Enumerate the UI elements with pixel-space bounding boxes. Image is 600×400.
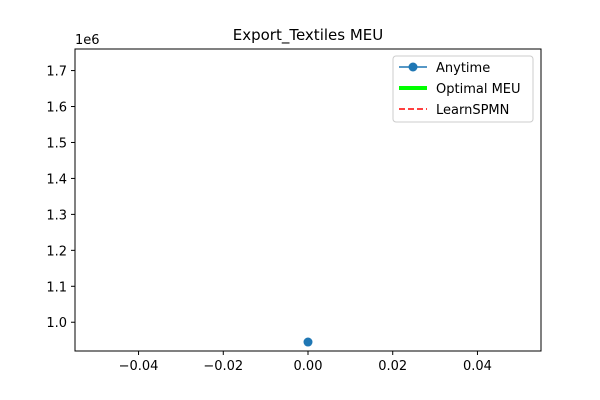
y-axis: 1.0 1.1 1.2 1.3 1.4 1.5 1.6 1.7 (46, 65, 75, 331)
y-tick-label: 1.4 (46, 172, 67, 187)
legend: Anytime Optimal MEU LearnSPMN (392, 55, 534, 123)
x-tick-label: −0.04 (119, 359, 159, 374)
y-tick-label: 1.0 (46, 316, 67, 331)
x-tick-label: 0.04 (463, 359, 492, 374)
y-tick-label: 1.7 (46, 65, 67, 80)
x-tick-label: 0.00 (294, 359, 323, 374)
plot-frame (74, 48, 542, 352)
x-tick-label: 0.02 (378, 359, 407, 374)
legend-box (392, 55, 534, 123)
y-tick-label: 1.2 (46, 244, 67, 259)
legend-marker (408, 62, 418, 72)
y-tick-label: 1.6 (46, 101, 67, 116)
data-point (303, 337, 313, 347)
y-tick-label: 1.3 (46, 208, 67, 223)
chart-title: Export_Textiles MEU (233, 26, 383, 45)
x-tick-label: −0.02 (203, 359, 243, 374)
legend-label: Anytime (436, 61, 490, 76)
y-tick-label: 1.5 (46, 136, 67, 151)
y-tick-label: 1.1 (46, 280, 67, 295)
legend-label: LearnSPMN (436, 103, 509, 118)
plot-series (303, 337, 313, 347)
x-axis: −0.04 −0.02 0.00 0.02 0.04 (119, 351, 492, 374)
legend-label: Optimal MEU (436, 82, 521, 97)
y-axis-offset-label: 1e6 (75, 33, 100, 48)
